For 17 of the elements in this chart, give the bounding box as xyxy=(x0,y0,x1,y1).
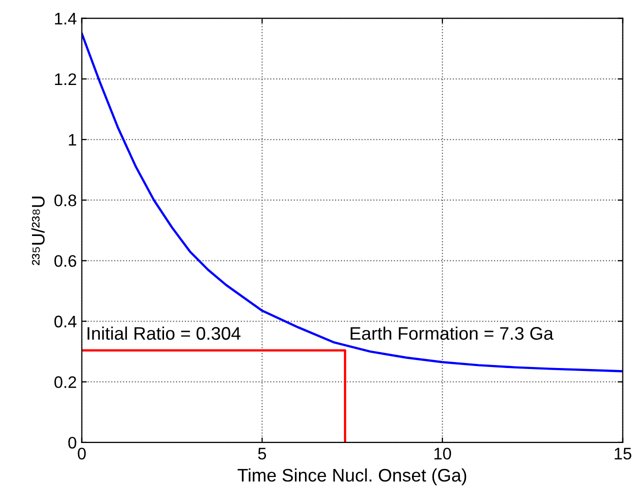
x-axis-title: Time Since Nucl. Onset (Ga) xyxy=(238,468,466,486)
x-tick-label: 0 xyxy=(78,448,86,460)
line-series xyxy=(82,32,623,372)
x-tick-label: 10 xyxy=(434,448,452,460)
y-axis-title: ²³⁵U/²³⁸U xyxy=(31,196,45,266)
y-tick-label: 0.8 xyxy=(54,194,76,206)
y-tick-label: 0.6 xyxy=(54,255,76,267)
annotation: Initial Ratio = 0.304 xyxy=(88,326,241,340)
y-tick-label: 0 xyxy=(68,436,76,449)
y-tick-label: 0.4 xyxy=(54,316,76,328)
y-tick-label: 1.2 xyxy=(55,73,76,85)
y-tick-label: 1.4 xyxy=(55,12,76,24)
y-tick-label: 1 xyxy=(68,134,76,146)
annotation: Earth Formation = 7.3 Ga xyxy=(350,326,554,340)
x-tick-label: 5 xyxy=(258,448,266,460)
x-tick-label: 15 xyxy=(614,448,632,460)
y-tick-label: 0.2 xyxy=(54,376,76,388)
